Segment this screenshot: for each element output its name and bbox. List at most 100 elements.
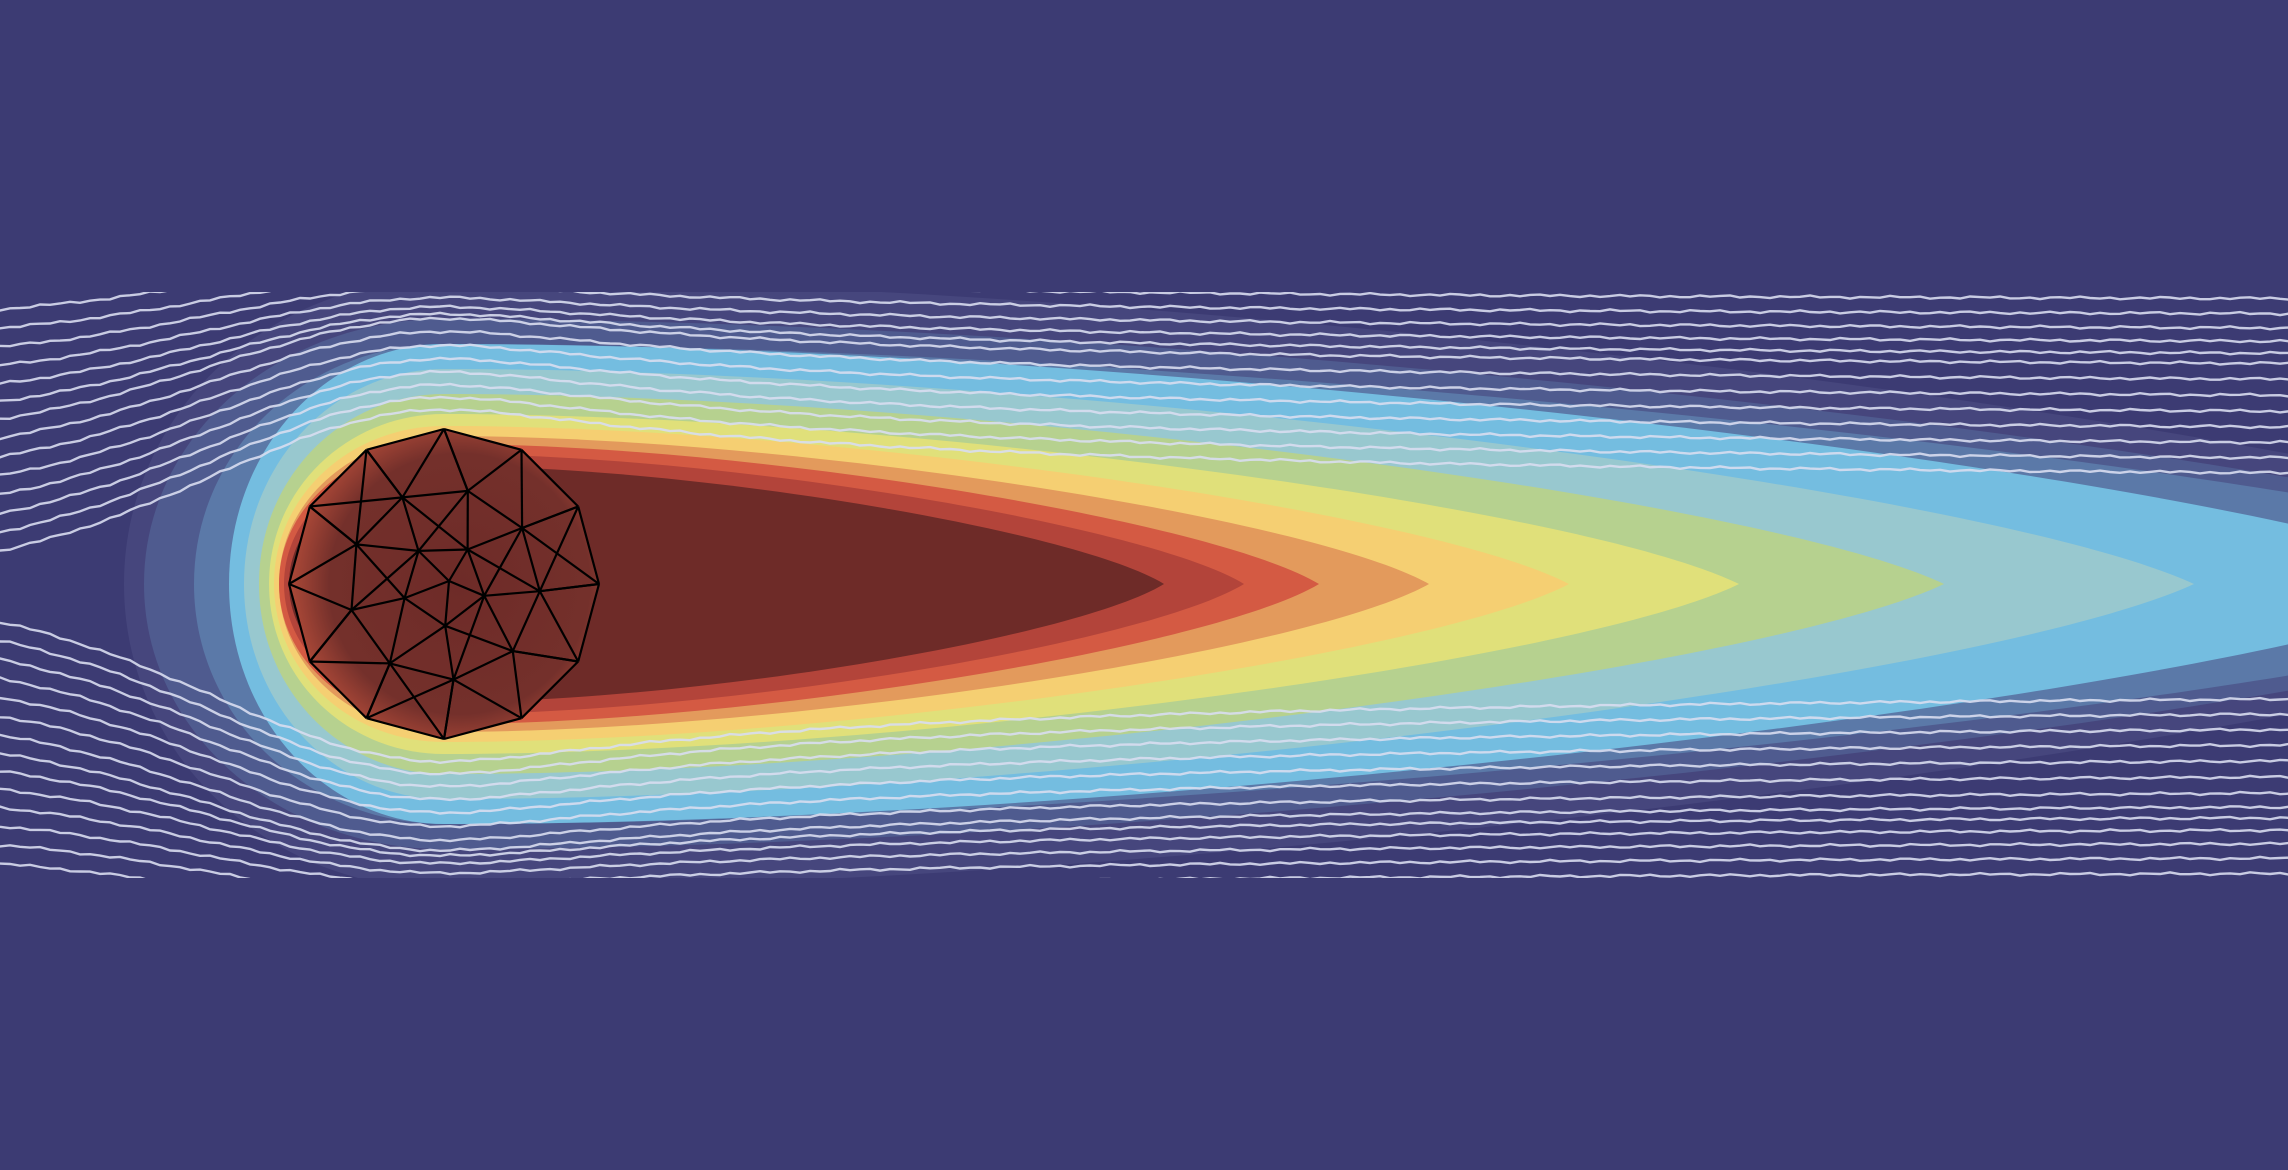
mesh-edge — [520, 449, 524, 529]
mesh-edge — [520, 449, 579, 508]
mesh-edge — [350, 550, 420, 611]
mesh-edge — [452, 678, 523, 720]
mesh-edge — [350, 544, 358, 611]
mesh-edge — [444, 594, 485, 627]
mesh-edge — [287, 506, 311, 585]
mesh-edge — [350, 609, 391, 665]
streamline — [0, 696, 2288, 815]
mesh-edge — [365, 662, 391, 719]
streamline — [0, 295, 2288, 367]
mesh-edge — [309, 496, 403, 508]
streamline — [0, 292, 2288, 330]
mesh-edge — [577, 583, 601, 662]
mesh-edge — [483, 595, 514, 652]
mesh-edge — [366, 427, 445, 451]
mesh-edge — [521, 505, 579, 530]
mesh-edge — [402, 489, 468, 499]
mesh-edge — [309, 449, 368, 508]
streamline — [0, 343, 2288, 459]
mesh-edge — [444, 624, 514, 653]
mesh-edge — [309, 660, 390, 665]
mesh-edge — [512, 650, 579, 663]
mesh-edge — [453, 650, 514, 681]
mesh-edge — [355, 449, 368, 545]
streamline — [0, 408, 2288, 552]
mesh-edge — [351, 597, 405, 612]
streamline — [0, 316, 2288, 421]
mesh-edge — [520, 660, 579, 719]
mesh-edge — [466, 549, 486, 597]
mesh-edge — [309, 660, 368, 719]
streamline — [0, 844, 2288, 878]
mesh-edge — [443, 717, 522, 741]
streamline — [0, 311, 2288, 402]
mesh-edge — [288, 543, 357, 585]
mesh-edge — [483, 527, 524, 597]
streamline — [0, 657, 2288, 788]
mesh-edge — [444, 625, 455, 680]
streamline — [0, 640, 2288, 776]
mesh-edge — [388, 597, 406, 664]
mesh-edge — [388, 662, 445, 740]
mesh-edge — [404, 579, 450, 600]
mesh-edge — [389, 662, 454, 681]
mesh-edge — [403, 597, 446, 627]
streamline — [0, 329, 2288, 441]
mesh-edge — [577, 506, 601, 585]
mesh-edge — [418, 548, 468, 552]
streamline — [0, 621, 2288, 765]
mesh-edge — [538, 506, 580, 592]
mesh-edge — [511, 650, 523, 719]
streamline — [0, 752, 2288, 853]
mesh-edge — [401, 496, 469, 551]
mesh-edge — [356, 543, 419, 552]
mesh-edge — [366, 717, 445, 741]
mesh-edge — [366, 678, 454, 720]
streamline — [0, 382, 2288, 516]
streamline — [0, 733, 2288, 843]
mesh-edge — [287, 583, 311, 662]
mesh-edge — [521, 527, 541, 592]
mesh-edge — [539, 582, 600, 593]
mesh-edge — [417, 550, 450, 582]
mesh-edge — [467, 448, 523, 492]
streamline — [0, 304, 2288, 385]
streamline — [0, 356, 2288, 476]
mesh-edge — [308, 609, 353, 663]
mesh-edge — [538, 590, 580, 663]
mesh-edge — [448, 579, 485, 597]
streamline — [0, 787, 2288, 866]
streamline — [0, 825, 2288, 878]
mesh-edge — [355, 543, 406, 599]
mesh-edge — [467, 526, 523, 551]
mesh-edge — [417, 490, 469, 552]
obstacle — [287, 427, 601, 741]
mesh-edge — [467, 548, 541, 593]
mesh-edge — [521, 527, 600, 585]
mesh-edge — [401, 497, 420, 552]
obstacle-mesh — [287, 427, 601, 741]
streamline — [0, 676, 2288, 802]
mesh-edge — [442, 428, 469, 492]
mesh-edge — [443, 427, 522, 451]
mesh-edge — [309, 505, 358, 546]
mesh-edge — [288, 582, 352, 612]
mesh-edge — [389, 624, 446, 665]
mesh-edge — [467, 489, 523, 529]
mesh-edge — [452, 595, 486, 680]
mesh-edge — [444, 580, 451, 626]
mesh-edge — [365, 449, 404, 499]
streamline — [0, 292, 2288, 348]
mesh-edge — [442, 679, 455, 740]
streamline — [0, 395, 2288, 534]
streamline — [0, 805, 2288, 876]
mesh-edge — [511, 590, 541, 652]
streamline — [0, 369, 2288, 495]
mesh-edge — [403, 550, 420, 599]
mesh-edge — [401, 428, 445, 498]
mesh-edge — [484, 590, 540, 597]
flow-band — [0, 292, 2288, 878]
mesh-edge — [448, 548, 469, 582]
streamlines — [0, 292, 2288, 878]
